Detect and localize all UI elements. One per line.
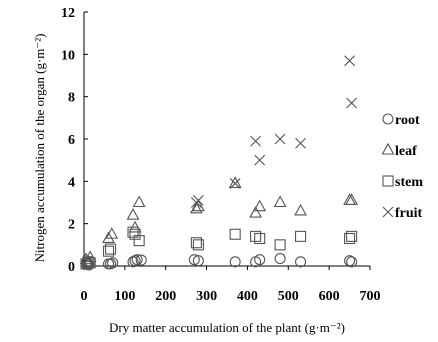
y-axis-title: Nitrogen accumulation of the organ (g·m⁻…: [32, 34, 47, 263]
stem-point: [82, 256, 94, 268]
stem-point: [80, 258, 92, 270]
x-tick-label: 300: [196, 289, 217, 304]
leaf-point: [102, 231, 115, 244]
x-tick-label: 200: [155, 289, 176, 304]
x-tick-label: 700: [360, 289, 381, 304]
y-tick-label: 10: [61, 48, 75, 63]
leaf-point: [228, 176, 242, 188]
root-point: [229, 256, 241, 268]
leaf-point: [132, 195, 146, 208]
series-leaf: [79, 176, 359, 267]
x-tick-label: 100: [114, 289, 135, 304]
x-axis-title: Dry matter accumulation of the plant (g·…: [109, 320, 345, 335]
root-point: [274, 253, 286, 265]
leaf-point: [294, 203, 307, 216]
y-tick-label: 8: [68, 91, 75, 106]
root-point: [192, 255, 204, 267]
y-tick-label: 6: [68, 133, 75, 148]
legend-fruit-icon: [382, 206, 394, 218]
fruit-point: [254, 154, 266, 166]
leaf-point: [249, 205, 263, 218]
fruit-point: [295, 137, 306, 149]
y-tick-label: 2: [68, 218, 75, 233]
stem-point: [102, 245, 115, 257]
leaf-point: [253, 199, 267, 212]
legend-root-icon: [382, 113, 394, 125]
legend-leaf-icon: [381, 142, 395, 155]
series-fruit: [190, 55, 358, 208]
y-tick-label: 12: [61, 6, 75, 21]
root-point: [344, 255, 356, 267]
root-point: [135, 254, 147, 266]
stem-point: [105, 243, 117, 255]
x-tick-label: 500: [278, 289, 299, 304]
legend-leaf-label: leaf: [395, 144, 417, 159]
stem-point: [84, 257, 96, 269]
stem-point: [274, 239, 286, 251]
stem-point: [129, 228, 141, 240]
root-point: [131, 254, 143, 266]
stem-point: [344, 232, 356, 245]
fruit-point: [346, 97, 358, 109]
leaf-point: [345, 193, 359, 205]
x-ticks: 0 100 200 300 400 500 600 700: [81, 266, 381, 304]
legend: root leaf stem fruit: [381, 113, 423, 221]
stem-point: [346, 230, 358, 242]
leaf-point: [126, 208, 140, 220]
legend-stem-icon: [382, 175, 394, 187]
stem-point: [254, 232, 266, 245]
leaf-point: [191, 199, 205, 212]
fruit-point: [193, 194, 204, 206]
x-tick-label: 600: [319, 289, 340, 304]
root-point: [105, 258, 117, 270]
stem-point: [229, 228, 241, 240]
fruit-point: [344, 55, 355, 67]
root-point: [107, 257, 119, 269]
legend-stem-label: stem: [395, 175, 423, 190]
y-tick-label: 4: [68, 175, 75, 190]
leaf-point: [343, 193, 357, 205]
root-point: [129, 255, 141, 267]
axes: [83, 12, 370, 267]
stem-point: [127, 226, 139, 238]
stem-point: [190, 237, 202, 249]
leaf-point: [189, 201, 203, 214]
stem-point: [250, 230, 262, 242]
stem-point: [294, 230, 307, 242]
leaf-point: [273, 195, 287, 208]
leaf-point: [105, 227, 119, 239]
data-points: [79, 55, 359, 271]
root-point: [346, 256, 358, 268]
fruit-point: [274, 133, 286, 145]
series-stem: [80, 226, 358, 270]
legend-fruit-label: fruit: [395, 206, 423, 221]
root-point: [254, 254, 266, 266]
legend-root-label: root: [395, 113, 420, 128]
x-tick-label: 0: [81, 289, 88, 304]
root-point: [294, 256, 307, 268]
fruit-point: [229, 178, 241, 189]
stem-point: [192, 239, 204, 251]
root-point: [188, 254, 200, 266]
y-ticks: 0 2 4 6 8 10 12: [61, 6, 88, 275]
fruit-point: [250, 135, 261, 147]
y-tick-label: 0: [68, 260, 75, 275]
series-root: [80, 253, 358, 271]
stem-point: [133, 235, 145, 247]
x-tick-label: 400: [237, 289, 258, 304]
